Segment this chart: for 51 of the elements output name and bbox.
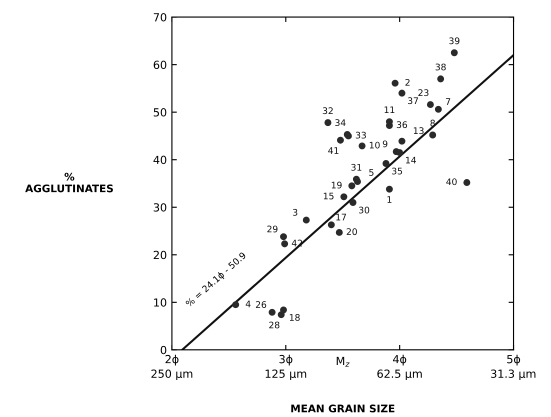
x2-tick-label: 31.3 µm (491, 370, 536, 380)
text: M$_{z}$ (336, 356, 350, 367)
y-tick-label: 60 (154, 60, 166, 70)
annotation: 31 (351, 164, 362, 171)
annotation: 34 (335, 119, 346, 126)
annotation: 10 (370, 142, 380, 149)
annotation: 5 (369, 169, 374, 176)
annotation: 38 (436, 64, 446, 70)
annotation: 17 (336, 214, 346, 220)
annotation: 20 (346, 228, 357, 236)
annotation: 11 (384, 106, 394, 114)
annotation: 23 (418, 89, 428, 96)
annotation: 4 (246, 300, 251, 308)
y-tick-label: 40 (153, 156, 166, 164)
y-tick-label: 0 (160, 346, 166, 354)
y-axis-title: % AGGLUTINATES (25, 172, 113, 192)
y-tick-label: 50 (154, 108, 166, 117)
annotation: 32 (322, 107, 333, 114)
annotation: 41 (328, 147, 338, 154)
y-tick-label: 10 (154, 298, 166, 307)
annotation: 33 (356, 132, 366, 139)
annotation: 14 (406, 156, 416, 164)
x2-tick-label: 125 µm (266, 370, 306, 380)
annotation: 19 (332, 182, 342, 188)
x-axis-title: MEAN GRAIN SIZE (291, 404, 394, 412)
x-tick-label: 5ϕ (507, 354, 520, 366)
annotation: 39 (449, 37, 460, 44)
annotation: 13 (414, 127, 424, 134)
annotation: 1 (388, 196, 392, 203)
x-tick-label: 3ϕ (279, 354, 292, 366)
annotation: 28 (269, 322, 280, 328)
annotation: 37 (408, 97, 418, 104)
annotation: 30 (359, 206, 370, 214)
annotation: 15 (324, 192, 334, 200)
annotation: 18 (290, 314, 300, 321)
x2-tick-label: 62.5 µm (377, 370, 422, 380)
x-tick-label: 2ϕ (166, 354, 178, 366)
annotation: 29 (267, 226, 278, 232)
x2-tick-label: 250 µm (151, 370, 192, 380)
annotation: 36 (396, 121, 408, 128)
annotation: 3 (292, 208, 298, 216)
x-tick-label: 4ϕ (393, 354, 406, 366)
annotation: 26 (256, 301, 266, 308)
annotation: 40 (446, 178, 457, 186)
annotation: 2 (405, 78, 410, 86)
annotation: 35 (392, 168, 402, 174)
annotation: 9 (382, 140, 388, 148)
y-tick-label: 30 (154, 203, 166, 212)
annotation: 7 (446, 98, 450, 105)
y-tick-label: 70 (154, 13, 166, 22)
y-tick-label: 20 (154, 250, 166, 260)
